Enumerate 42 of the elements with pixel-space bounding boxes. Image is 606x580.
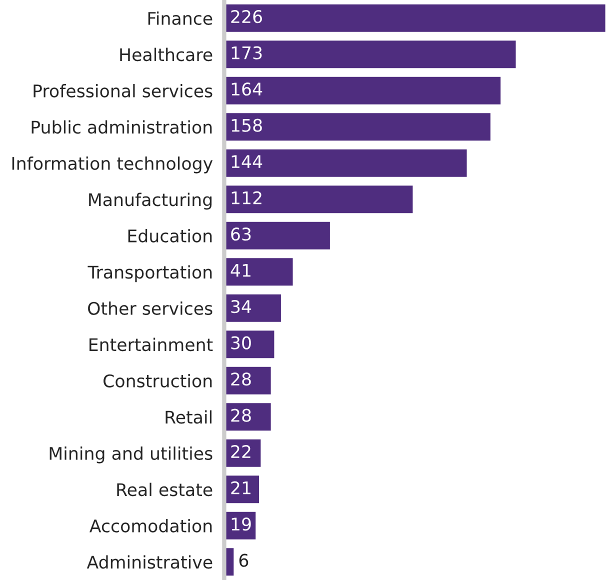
data-label: 28 [231, 372, 251, 386]
bar [224, 148, 468, 178]
data-label: 21 [231, 481, 250, 494]
y-tick-label: Manufacturing [89, 192, 212, 210]
data-label: 173 [232, 46, 262, 60]
y-tick-label: Real estate [117, 482, 212, 496]
data-label: 41 [230, 264, 250, 277]
data-label: 30 [231, 336, 251, 350]
bar [224, 39, 518, 70]
y-tick-label: Administrative [86, 555, 212, 569]
y-tick-label: Other services [88, 302, 212, 315]
data-label: 22 [231, 445, 250, 458]
y-tick-label: Transportation [88, 265, 212, 282]
bar [224, 2, 606, 34]
y-tick-label: Entertainment [90, 338, 213, 352]
bar [224, 184, 414, 215]
bar [224, 220, 332, 251]
bar [224, 292, 282, 324]
y-tick-label: Retail [166, 410, 212, 424]
data-label: 6 [239, 554, 248, 567]
data-label: 63 [231, 228, 251, 241]
y-tick-label: Healthcare [120, 48, 212, 62]
y-tick-label: Construction [104, 374, 212, 388]
y-tick-label: Professional services [34, 84, 212, 98]
data-label: 158 [232, 118, 262, 132]
data-label: 226 [231, 10, 262, 24]
y-tick-label: Information technology [12, 156, 213, 174]
y-tick-label: Accomodation [90, 519, 212, 532]
data-label: 19 [232, 518, 251, 531]
y-tick-label: Public administration [32, 120, 212, 134]
bar [224, 75, 502, 106]
y-tick-label: Education [128, 229, 212, 242]
y-tick-label: Mining and utilities [50, 446, 212, 464]
data-label: 144 [232, 155, 262, 168]
data-label: 28 [231, 408, 251, 422]
bar [224, 329, 276, 360]
data-label: 164 [232, 82, 262, 96]
y-tick-label: Finance [148, 12, 212, 25]
data-label: 34 [231, 300, 252, 314]
bar [224, 256, 294, 288]
bar [224, 112, 492, 142]
data-label: 112 [232, 191, 262, 204]
